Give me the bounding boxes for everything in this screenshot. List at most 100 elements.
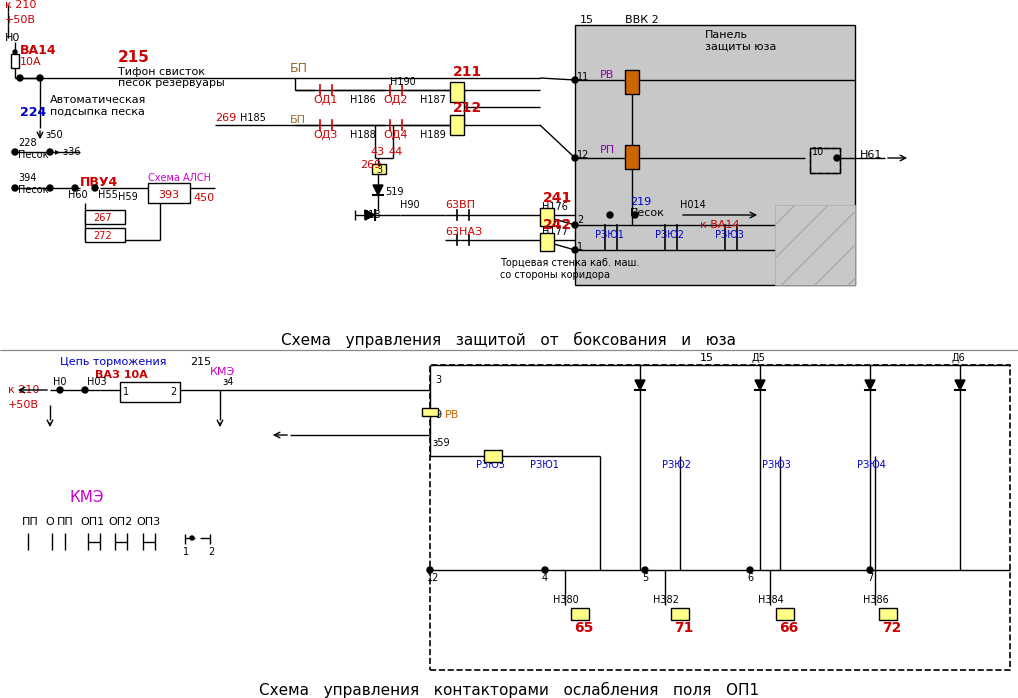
Text: Н0: Н0	[53, 377, 66, 387]
Text: Н60: Н60	[68, 190, 88, 200]
Circle shape	[572, 77, 578, 83]
Text: ВВК 2: ВВК 2	[625, 15, 659, 25]
Bar	[776, 608, 794, 620]
Text: Н177: Н177	[542, 227, 568, 237]
Text: Схема АЛСН: Схема АЛСН	[148, 173, 211, 183]
Text: 1: 1	[183, 547, 189, 557]
Text: 450: 450	[193, 193, 214, 203]
Bar	[571, 608, 589, 620]
Text: Н014: Н014	[680, 200, 705, 210]
Polygon shape	[365, 210, 375, 220]
Text: 272: 272	[93, 231, 112, 241]
Text: Д6: Д6	[952, 353, 966, 363]
Bar	[575, 25, 855, 285]
Circle shape	[427, 567, 433, 573]
Text: 3: 3	[435, 375, 441, 385]
Text: Торцевая стенка каб. маш.: Торцевая стенка каб. маш.	[500, 258, 639, 268]
Bar	[879, 608, 897, 620]
Text: КМЭ: КМЭ	[210, 367, 235, 377]
Text: ВА14: ВА14	[20, 43, 57, 57]
Text: песок резервуары: песок резервуары	[118, 78, 225, 88]
Text: подсыпка песка: подсыпка песка	[50, 107, 145, 117]
Text: 72: 72	[882, 621, 901, 635]
Text: 44: 44	[388, 147, 402, 157]
Circle shape	[72, 185, 78, 191]
Bar	[484, 450, 502, 462]
Text: ОП2: ОП2	[108, 517, 132, 527]
Circle shape	[642, 567, 648, 573]
Text: 10А: 10А	[20, 57, 42, 67]
Circle shape	[47, 185, 53, 191]
Text: Н384: Н384	[758, 595, 784, 605]
Circle shape	[82, 387, 88, 393]
Text: РВ: РВ	[445, 410, 459, 420]
Text: РЗЮ3: РЗЮ3	[715, 230, 744, 240]
Text: Песок: Песок	[630, 208, 665, 218]
Circle shape	[17, 75, 23, 81]
Text: 66: 66	[779, 621, 798, 635]
Polygon shape	[373, 185, 383, 195]
Text: КМЭ: КМЭ	[70, 491, 105, 505]
Bar	[11, 54, 19, 68]
Text: 3: 3	[376, 165, 382, 175]
Text: Н380: Н380	[553, 595, 579, 605]
Text: 393: 393	[158, 190, 179, 200]
Text: к 210: к 210	[8, 385, 40, 395]
Text: РЗЮ3: РЗЮ3	[762, 460, 791, 470]
Text: 65: 65	[574, 621, 593, 635]
Bar	[450, 82, 464, 102]
Text: ОД4: ОД4	[383, 130, 407, 140]
Polygon shape	[635, 380, 645, 390]
Text: 7: 7	[867, 573, 873, 583]
Text: 2: 2	[170, 387, 176, 397]
Text: Песок: Песок	[18, 185, 49, 195]
Text: Н59: Н59	[118, 192, 137, 202]
Circle shape	[607, 212, 613, 218]
Text: О: О	[45, 517, 54, 527]
Text: Н0: Н0	[5, 33, 20, 43]
Polygon shape	[955, 380, 965, 390]
Text: 1: 1	[577, 242, 583, 252]
Text: Д5: Д5	[752, 353, 766, 363]
Text: 6: 6	[747, 573, 753, 583]
Text: ОД2: ОД2	[383, 95, 407, 105]
Text: ОД1: ОД1	[313, 95, 337, 105]
Text: Н03: Н03	[87, 377, 107, 387]
Text: Н186: Н186	[350, 95, 376, 105]
Text: 241: 241	[543, 191, 572, 205]
Text: Цепь торможения: Цепь торможения	[60, 357, 167, 367]
Text: 4: 4	[542, 573, 548, 583]
Text: 15: 15	[580, 15, 593, 25]
Text: Н382: Н382	[653, 595, 679, 605]
Text: 12: 12	[427, 573, 440, 583]
Bar	[430, 365, 1010, 670]
Text: РЗЮ2: РЗЮ2	[655, 230, 684, 240]
Text: ОП1: ОП1	[80, 517, 104, 527]
Text: ПП: ПП	[57, 517, 73, 527]
Text: Панель: Панель	[705, 30, 748, 40]
Text: Песок: Песок	[18, 150, 49, 160]
Text: 269: 269	[215, 113, 236, 123]
Circle shape	[867, 567, 873, 573]
Text: РЗЮ1: РЗЮ1	[530, 460, 559, 470]
Text: Н189: Н189	[420, 130, 446, 140]
Bar	[540, 208, 554, 226]
Circle shape	[190, 536, 194, 540]
Circle shape	[632, 212, 638, 218]
Text: 2: 2	[577, 215, 583, 225]
Circle shape	[47, 149, 53, 155]
Circle shape	[572, 247, 578, 253]
Text: 10: 10	[812, 147, 825, 157]
Text: 215: 215	[118, 50, 150, 66]
Text: 63ВП: 63ВП	[445, 200, 475, 210]
Circle shape	[834, 155, 840, 161]
Text: 269: 269	[360, 160, 382, 170]
Bar	[450, 115, 464, 135]
Text: ПП: ПП	[22, 517, 39, 527]
Text: Схема   управления   контакторами   ослабления   поля   ОП1: Схема управления контакторами ослабления…	[259, 682, 759, 698]
Text: з4: з4	[222, 377, 233, 387]
Text: Автоматическая: Автоматическая	[50, 95, 147, 105]
Bar	[540, 233, 554, 251]
Text: ВАЗ 10А: ВАЗ 10А	[95, 370, 148, 380]
Text: 43: 43	[370, 147, 384, 157]
